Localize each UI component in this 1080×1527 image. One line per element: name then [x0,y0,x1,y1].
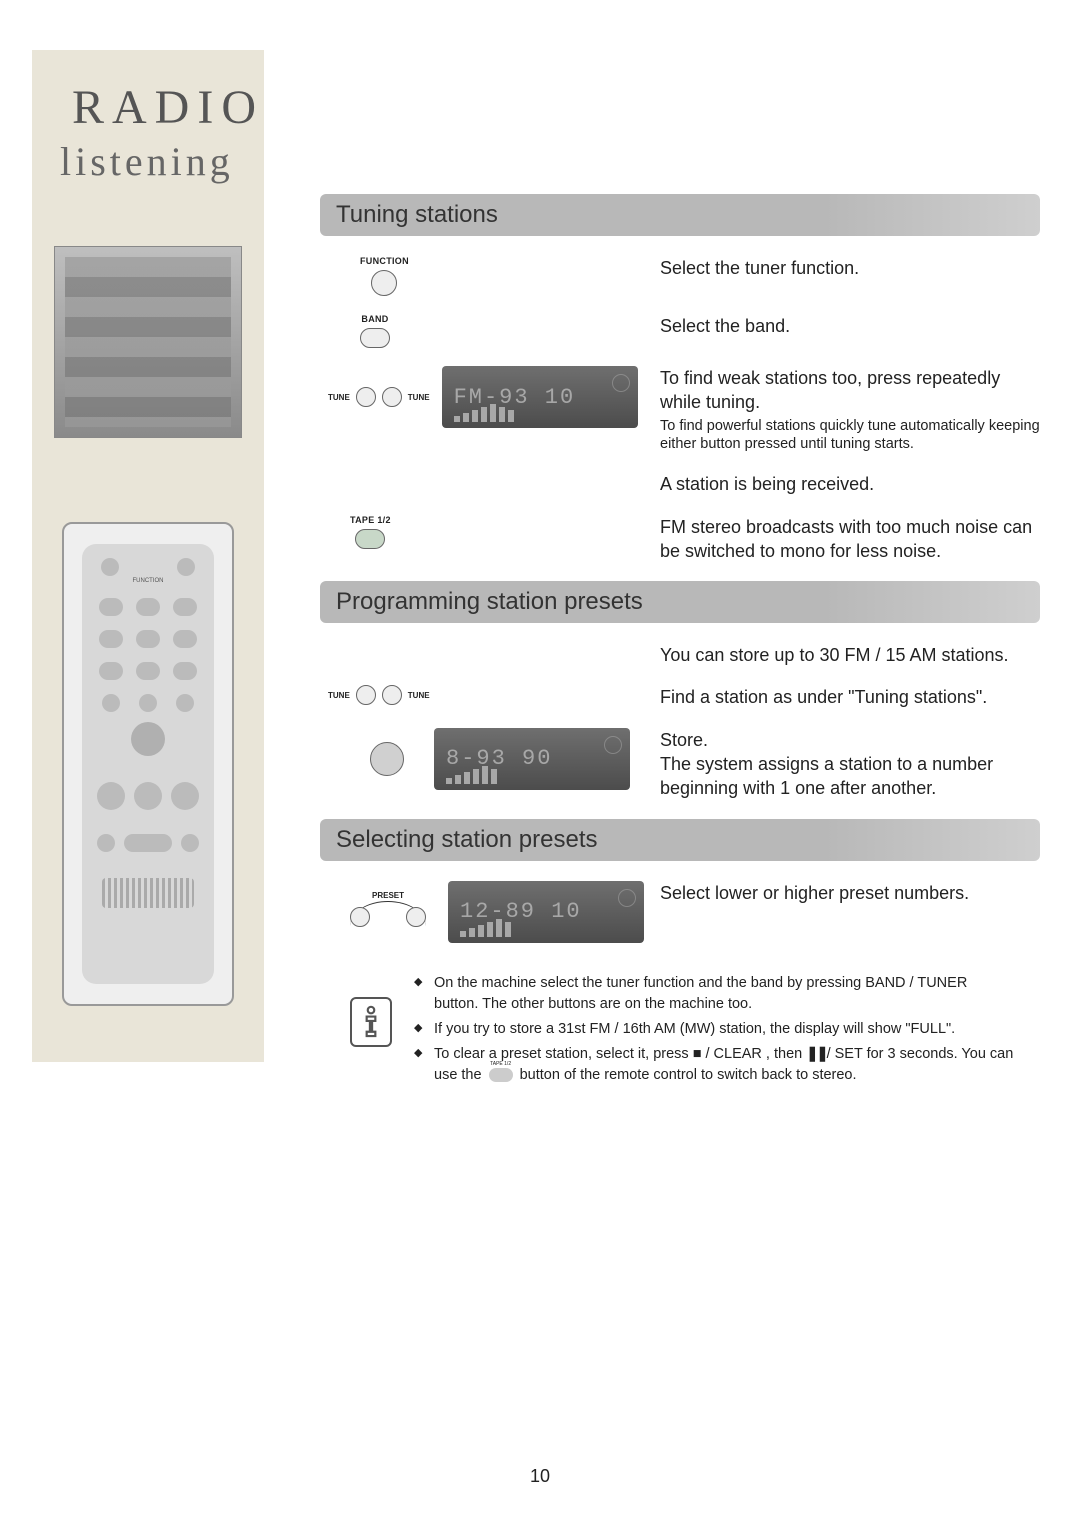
prog-step-3: 8-93 90 Store. The system assigns a stat… [320,728,1046,801]
prog-step-2: TUNE TUNE Find a station as under "Tunin… [320,685,1046,709]
band-button-label: BAND [361,314,388,324]
page-number: 10 [0,1466,1080,1487]
note-item-2: If you try to store a 31st FM / 16th AM … [414,1019,1014,1040]
tune-down-icon [356,387,376,407]
section-header-tuning: Tuning stations [320,194,1040,236]
most-inline-icon [489,1068,513,1082]
most-button-icon [355,529,385,549]
select-step-text: Select lower or higher preset numbers. [660,881,1046,905]
section-header-selecting: Selecting station presets [320,819,1040,861]
tuning-step-2: BAND Select the band. [320,314,1046,348]
tuning-step-2-text: Select the band. [660,314,1046,338]
band-button-icon [360,328,390,348]
tune-up-icon [382,387,402,407]
tune-label-left: TUNE [328,393,350,402]
section-header-programming: Programming station presets [320,581,1040,623]
tuning-step-5-text: FM stereo broadcasts with too much noise… [660,515,1046,564]
notes-block: On the machine select the tuner function… [350,973,1046,1090]
tuning-step-1-text: Select the tuner function. [660,256,1046,280]
select-step: PRESET 12-89 10 Select lower or higher p… [320,881,1046,943]
preset-buttons-icon: PRESET [350,897,426,927]
function-button-label: FUNCTION [360,256,409,266]
set-button-icon [370,742,404,776]
tuning-step-1: FUNCTION Select the tuner function. [320,256,1046,296]
prog-step-1-text: You can store up to 30 FM / 15 AM statio… [660,643,1046,667]
tape-button-label: TAPE 1/2 [350,515,391,525]
lcd-display-tuning: FM-93 10 [442,366,638,428]
tune-down-icon [356,685,376,705]
function-button-icon [371,270,397,296]
note-item-3: To clear a preset station, select it, pr… [414,1044,1014,1086]
lcd-display-select: 12-89 10 [448,881,644,943]
page-title-line2: listening [60,138,234,185]
tune-label-right: TUNE [408,393,430,402]
preset-up-icon [406,907,426,927]
content-area: Tuning stations FUNCTION Select the tune… [320,194,1046,1090]
tuning-step-3-text: To find weak stations too, press repeate… [660,366,1046,454]
prog-step-3-text: Store. The system assigns a station to a… [660,728,1046,801]
tuning-step-4-text: A station is being received. [660,472,1046,496]
lcd-display-prog: 8-93 90 [434,728,630,790]
page-title-line1: RADIO [72,80,264,135]
info-icon [350,997,392,1047]
note-item-1: On the machine select the tuner function… [414,973,1014,1015]
tuning-step-3-fineprint: To find powerful stations quickly tune a… [660,417,1046,455]
tuning-step-3: TUNE TUNE FM-93 10 To find weak stations… [320,366,1046,454]
preset-down-icon [350,907,370,927]
tuning-step-5: TAPE 1/2 FM stereo broadcasts with too m… [320,515,1046,564]
prog-step-1: You can store up to 30 FM / 15 AM statio… [320,643,1046,667]
tuning-step-4: A station is being received. [320,472,1046,496]
stereo-illustration [54,246,242,438]
prog-step-2-text: Find a station as under "Tuning stations… [660,685,1046,709]
tune-up-icon [382,685,402,705]
remote-illustration: FUNCTION [62,522,234,1006]
